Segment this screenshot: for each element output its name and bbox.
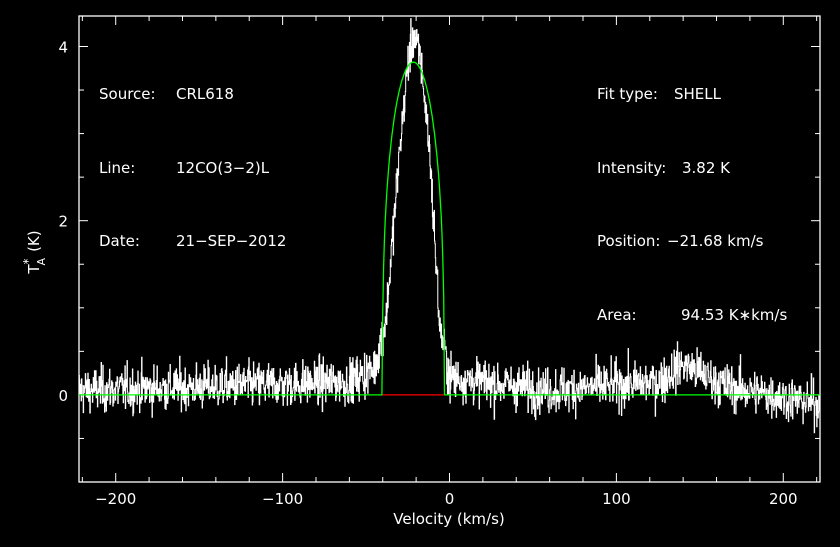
info-value: 21−SEP−2012 bbox=[176, 232, 287, 250]
x-tick-label: 0 bbox=[445, 490, 455, 508]
fit-curve bbox=[79, 61, 820, 396]
tick-labels: −200 −100 0 100 200 0 2 4 bbox=[58, 38, 797, 508]
info-row-date: Date: 21−SEP−2012 bbox=[99, 229, 286, 254]
spectrum-line bbox=[79, 18, 820, 434]
info-label: Fit type: bbox=[597, 85, 658, 103]
y-tick-label: 2 bbox=[58, 213, 68, 231]
info-value: 94.53 K∗km/s bbox=[681, 305, 788, 324]
info-label: Position: bbox=[597, 232, 661, 250]
info-row-area: Area: 94.53 K∗km/s bbox=[597, 303, 787, 328]
info-value: CRL618 bbox=[176, 85, 234, 103]
y-axis-label-main: T bbox=[25, 264, 43, 275]
info-row-line: Line: 12CO(3−2)L bbox=[99, 156, 286, 181]
info-value: −21.68 km/s bbox=[667, 232, 764, 250]
x-tick-label: −100 bbox=[262, 490, 303, 508]
y-axis-label-unit: (K) bbox=[25, 230, 43, 252]
info-value: 3.82 K bbox=[682, 158, 731, 177]
x-axis-label: Velocity (km/s) bbox=[393, 510, 504, 528]
info-row-position: Position: −21.68 km/s bbox=[597, 229, 787, 254]
info-row-intensity: Intensity: 3.82 K bbox=[597, 156, 787, 181]
info-row-fit-type: Fit type: SHELL bbox=[597, 82, 787, 107]
info-row-source: Source: CRL618 bbox=[99, 82, 286, 107]
info-label: Area: bbox=[597, 305, 637, 324]
info-value: SHELL bbox=[674, 85, 721, 103]
x-tick-label: −200 bbox=[95, 490, 136, 508]
data-area bbox=[79, 18, 820, 434]
info-label: Intensity: bbox=[597, 158, 667, 177]
info-panel-left: Source: CRL618 Line: 12CO(3−2)L Date: 21−SE… bbox=[99, 33, 286, 278]
x-tick-label: 100 bbox=[602, 490, 631, 508]
info-label: Date: bbox=[99, 232, 140, 250]
svg-text:T*A(K): T*A (K) bbox=[21, 230, 48, 274]
y-axis-label: T*A (K) bbox=[21, 230, 48, 274]
info-label: Line: bbox=[99, 158, 136, 177]
info-panel-right: Fit type: SHELL Intensity: 3.82 K Position… bbox=[597, 33, 787, 352]
y-axis-label-sup: * bbox=[21, 258, 35, 264]
axis-ticks bbox=[79, 16, 820, 483]
info-label: Source: bbox=[99, 85, 156, 103]
y-tick-label: 0 bbox=[58, 387, 68, 405]
info-value: 12CO(3−2)L bbox=[176, 158, 270, 177]
y-axis-label-sub: A bbox=[35, 257, 48, 265]
x-tick-label: 200 bbox=[769, 490, 798, 508]
y-tick-label: 4 bbox=[58, 38, 68, 56]
